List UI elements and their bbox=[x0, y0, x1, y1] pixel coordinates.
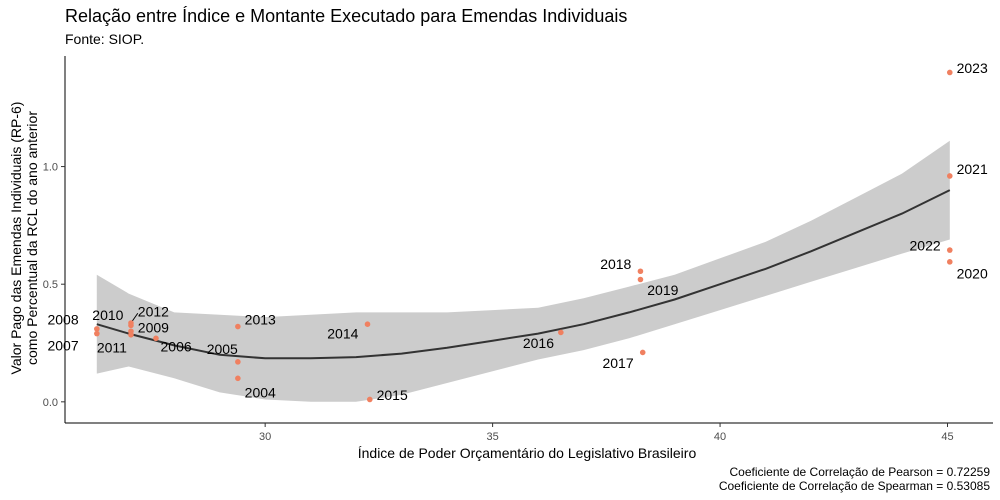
point-label: 2018 bbox=[600, 256, 631, 272]
point-label: 2017 bbox=[602, 355, 633, 371]
chart-title: Relação entre Índice e Montante Executad… bbox=[65, 6, 628, 26]
smooth-line-layer bbox=[96, 189, 951, 360]
smooth-line bbox=[96, 189, 951, 360]
y-axis-title-line1: Valor Pago das Emendas Individuais (RP-6… bbox=[8, 102, 24, 375]
data-point bbox=[364, 321, 371, 327]
y-tick-label: 0.0 bbox=[43, 397, 58, 409]
data-point bbox=[639, 349, 646, 356]
data-point bbox=[94, 330, 100, 337]
y-tick-label: 0.5 bbox=[43, 279, 58, 291]
point-label: 2009 bbox=[138, 320, 169, 336]
axis-layer: 30 35 40 45 0.0 0.5 1.0 bbox=[43, 56, 993, 443]
confidence-band-layer bbox=[96, 140, 950, 402]
point-label: 2023 bbox=[957, 60, 988, 76]
data-point bbox=[128, 331, 134, 338]
point-label: 2011 bbox=[97, 340, 127, 356]
point-label: 2021 bbox=[957, 161, 988, 177]
data-point bbox=[637, 276, 644, 283]
point-label: 2019 bbox=[647, 282, 678, 298]
point-label: 2013 bbox=[245, 311, 276, 327]
data-point bbox=[946, 247, 953, 253]
data-point bbox=[153, 335, 159, 342]
point-label: 2010 bbox=[92, 307, 123, 323]
data-point bbox=[366, 396, 373, 403]
data-point bbox=[946, 69, 953, 76]
point-label: 2014 bbox=[327, 326, 358, 342]
x-axis-title: Índice de Poder Orçamentário do Legislat… bbox=[358, 445, 697, 461]
y-tick-label: 1.0 bbox=[43, 162, 58, 174]
point-label: 2022 bbox=[910, 237, 941, 253]
data-point bbox=[946, 259, 953, 265]
data-point bbox=[235, 323, 241, 330]
data-point bbox=[235, 375, 241, 382]
confidence-band bbox=[96, 140, 950, 402]
data-point bbox=[235, 359, 241, 365]
point-label: 2016 bbox=[523, 335, 554, 351]
x-tick-label: 30 bbox=[259, 431, 271, 443]
point-layer bbox=[94, 69, 953, 403]
point-label: 2012 bbox=[138, 303, 169, 319]
point-label: 2007 bbox=[47, 337, 78, 353]
x-tick-label: 40 bbox=[714, 431, 726, 443]
point-label: 2004 bbox=[245, 384, 276, 400]
point-label: 2008 bbox=[47, 311, 78, 327]
point-label: 2015 bbox=[377, 387, 408, 403]
x-tick-label: 45 bbox=[941, 431, 953, 443]
data-point bbox=[128, 320, 134, 326]
spearman-caption: Coeficiente de Correlação de Spearman = … bbox=[718, 479, 990, 493]
data-point bbox=[94, 326, 100, 332]
x-tick-label: 35 bbox=[486, 431, 498, 443]
point-label: 2020 bbox=[957, 266, 988, 282]
point-label: 2006 bbox=[161, 339, 192, 355]
data-point bbox=[558, 329, 564, 336]
data-point bbox=[946, 173, 953, 179]
pearson-caption: Coeficiente de Correlação de Pearson = 0… bbox=[729, 465, 990, 479]
y-axis-title-line2: como Percentual da RCL do ano anterior bbox=[24, 111, 40, 365]
point-label: 2005 bbox=[207, 341, 238, 357]
chart-subtitle: Fonte: SIOP. bbox=[65, 31, 145, 47]
data-point bbox=[637, 268, 644, 275]
